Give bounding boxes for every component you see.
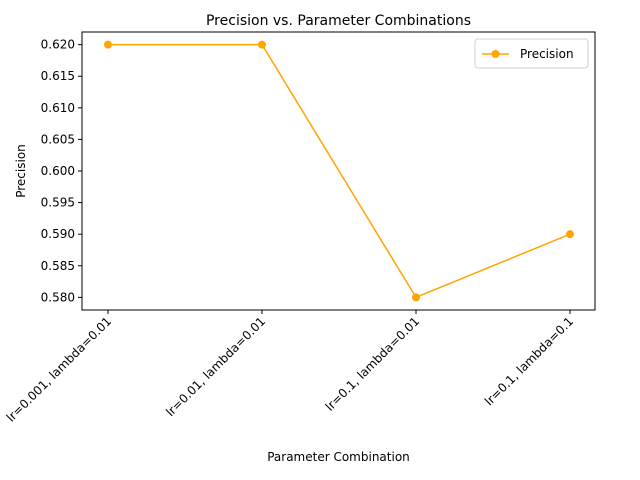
y-tick-label: 0.615 xyxy=(41,69,75,83)
y-tick-label: 0.590 xyxy=(41,227,75,241)
legend: Precision xyxy=(474,38,589,69)
y-tick-label: 0.605 xyxy=(41,132,75,146)
data-point xyxy=(258,40,266,49)
legend-marker-swatch xyxy=(491,50,500,58)
y-tick-label: 0.610 xyxy=(41,101,75,115)
y-tick-label: 0.580 xyxy=(41,290,75,304)
x-tick-label: lr=0.1, lambda=0.1 xyxy=(482,314,576,408)
x-tick-label: lr=0.001, lambda=0.01 xyxy=(4,314,114,424)
x-tick-label: lr=0.1, lambda=0.01 xyxy=(323,314,423,414)
y-tick-label: 0.585 xyxy=(41,259,75,273)
data-point xyxy=(566,230,574,239)
x-tick-label: lr=0.01, lambda=0.01 xyxy=(163,314,268,419)
y-tick-label: 0.600 xyxy=(41,164,75,178)
series-line-precision xyxy=(108,43,571,299)
data-point xyxy=(412,293,420,302)
series-layer xyxy=(104,40,574,302)
legend-box xyxy=(474,38,589,69)
data-point xyxy=(104,40,112,49)
legend-label: Precision xyxy=(520,47,574,61)
x-axis-ticks: lr=0.001, lambda=0.01 lr=0.01, lambda=0.0… xyxy=(4,310,576,425)
y-axis-label: Precision xyxy=(14,144,28,198)
y-tick-label: 0.595 xyxy=(41,196,75,210)
x-axis-label: Parameter Combination xyxy=(267,450,410,464)
y-axis-ticks: 0.580 0.585 0.590 0.595 0.600 0.605 0.610 0.615… xyxy=(41,38,82,304)
y-tick-label: 0.620 xyxy=(41,38,75,52)
chart-title: Precision vs. Parameter Combinations xyxy=(206,13,471,29)
